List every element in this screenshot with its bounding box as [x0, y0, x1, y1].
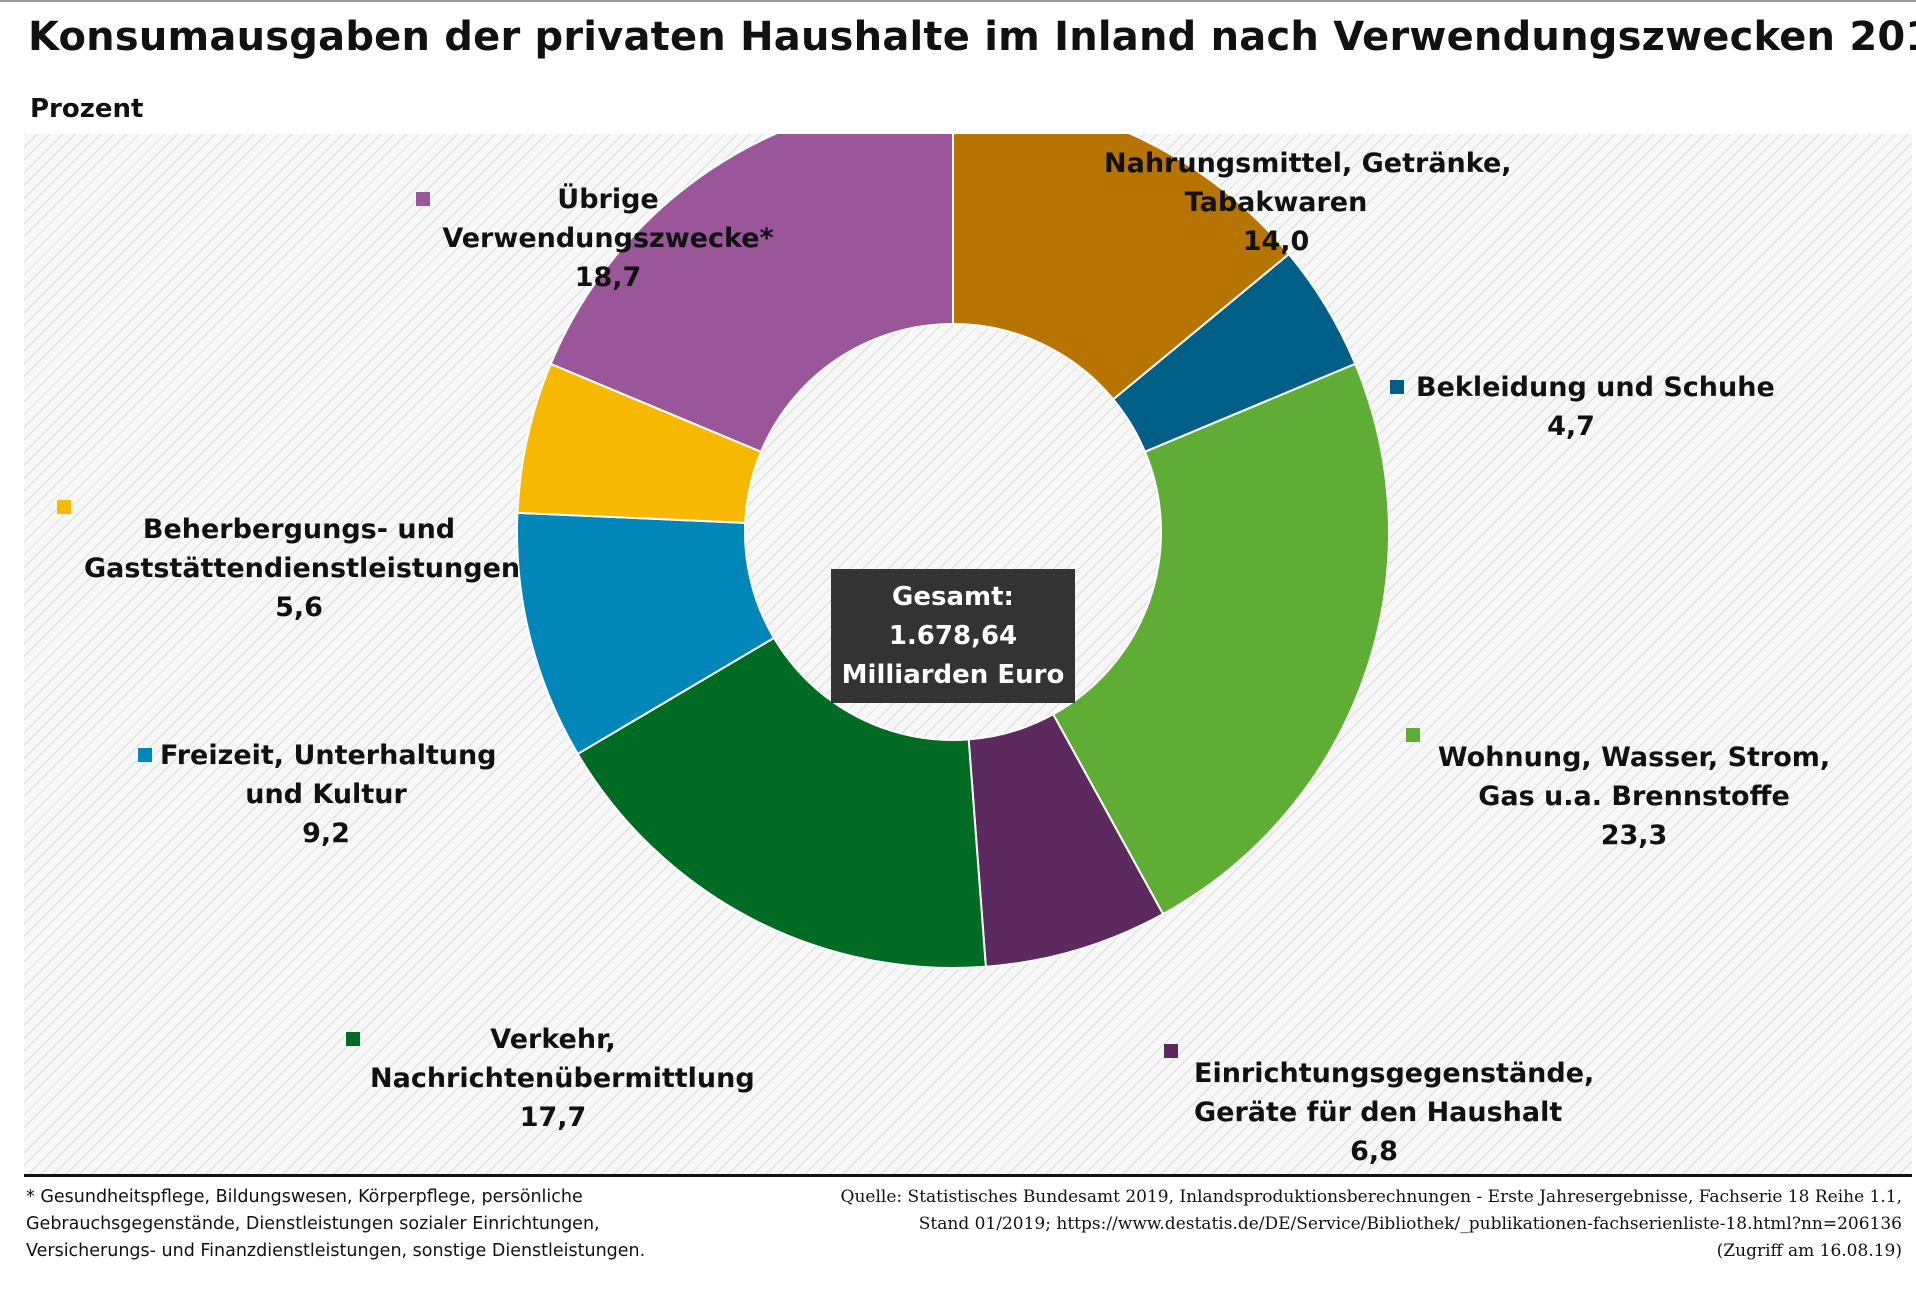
footnote-line: * Gesundheitspflege, Bildungswesen, Körp… [26, 1187, 583, 1207]
slice-label-beherbergung: Beherbergungs- und Gaststättendienstleis… [84, 510, 521, 627]
legend-swatch-freizeit [138, 748, 152, 762]
slice-value: 18,7 [574, 262, 642, 293]
footnote-line: Gebrauchsgegenstände, Dienstleistungen s… [26, 1214, 600, 1234]
donut-slice-verkehr [576, 636, 987, 969]
slice-label-line: Übrige [557, 184, 659, 215]
donut-slice-wohnung [1051, 362, 1391, 916]
legend-swatch-uebrige [416, 192, 430, 206]
source-note: Quelle: Statistisches Bundesamt 2019, In… [841, 1184, 1902, 1265]
donut-chart [516, 134, 1391, 969]
slice-label-verkehr: Verkehr, Nachrichtenübermittlung 17,7 [370, 1020, 755, 1137]
footnote: * Gesundheitspflege, Bildungswesen, Körp… [26, 1184, 746, 1265]
chart-title: Konsumausgaben der privaten Haushalte im… [28, 14, 1916, 60]
slice-label-line: und Kultur [245, 779, 407, 810]
slice-label-line: Geräte für den Haushalt [1194, 1097, 1563, 1128]
legend-swatch-beherbergung [57, 500, 71, 514]
legend-swatch-wohnung [1406, 728, 1420, 742]
slice-label-bekleidung: Bekleidung und Schuhe 4,7 [1416, 368, 1775, 446]
slice-value: 14,0 [1242, 226, 1310, 257]
slice-label-einrichtung: Einrichtungsgegenstände, Geräte für den … [1194, 1054, 1595, 1171]
top-rule [0, 0, 1916, 2]
donut-slice-nahrungsmittel [952, 134, 1291, 401]
slice-label-line: Beherbergungs- und [142, 514, 456, 545]
legend-swatch-nahrungsmittel [1083, 156, 1097, 170]
slice-value: 23,3 [1600, 820, 1668, 851]
unit-label: Prozent [30, 94, 144, 124]
slice-label-line: Verwendungszwecke* [442, 223, 774, 254]
slice-label-freizeit: Freizeit, Unterhaltung und Kultur 9,2 [160, 736, 497, 853]
legend-swatch-verkehr [346, 1032, 360, 1046]
slice-value: 5,6 [275, 592, 323, 623]
slice-value: 4,7 [1547, 411, 1595, 442]
total-line: Gesamt: [892, 581, 1014, 612]
slice-value: 17,7 [519, 1102, 587, 1133]
total-unit: Milliarden Euro [841, 659, 1065, 690]
slice-label-line: Nahrungsmittel, Getränke, [1104, 148, 1512, 179]
slice-label-nahrungsmittel: Nahrungsmittel, Getränke, Tabakwaren 14,… [1104, 144, 1512, 261]
total-value: 1.678,64 [888, 620, 1018, 651]
slice-label-uebrige: Übrige Verwendungszwecke* 18,7 [438, 180, 778, 297]
slice-label-line: Verkehr, [490, 1024, 616, 1055]
slice-value: 6,8 [1350, 1136, 1398, 1167]
slice-label-line: Nachrichtenübermittlung [370, 1063, 755, 1094]
slice-value: 9,2 [302, 818, 350, 849]
slice-label-line: Freizeit, Unterhaltung [160, 740, 497, 771]
slice-label-line: Gas u.a. Brennstoffe [1478, 781, 1790, 812]
donut-slice-uebrige [549, 134, 954, 454]
slice-label-line: Tabakwaren [1184, 187, 1368, 218]
slice-label-wohnung: Wohnung, Wasser, Strom, Gas u.a. Brennst… [1434, 738, 1834, 855]
source-line: Quelle: Statistisches Bundesamt 2019, In… [840, 1187, 1902, 1207]
legend-swatch-bekleidung [1390, 380, 1404, 394]
source-line: (Zugriff am 16.08.19) [1716, 1241, 1902, 1261]
footnote-line: Versicherungs- und Finanzdienstleistunge… [26, 1241, 646, 1261]
source-line: Stand 01/2019; https://www.destatis.de/D… [918, 1214, 1902, 1234]
total-box: Gesamt: 1.678,64 Milliarden Euro [831, 569, 1075, 703]
slice-label-line: Gaststättendienstleistungen [84, 553, 521, 584]
bottom-rule [24, 1174, 1912, 1177]
slice-label-line: Wohnung, Wasser, Strom, [1437, 742, 1831, 773]
slice-label-line: Bekleidung und Schuhe [1416, 372, 1775, 403]
slice-label-line: Einrichtungsgegenstände, [1194, 1058, 1595, 1089]
plot-area: Nahrungsmittel, Getränke, Tabakwaren 14,… [24, 134, 1912, 1174]
legend-swatch-einrichtung [1164, 1044, 1178, 1058]
